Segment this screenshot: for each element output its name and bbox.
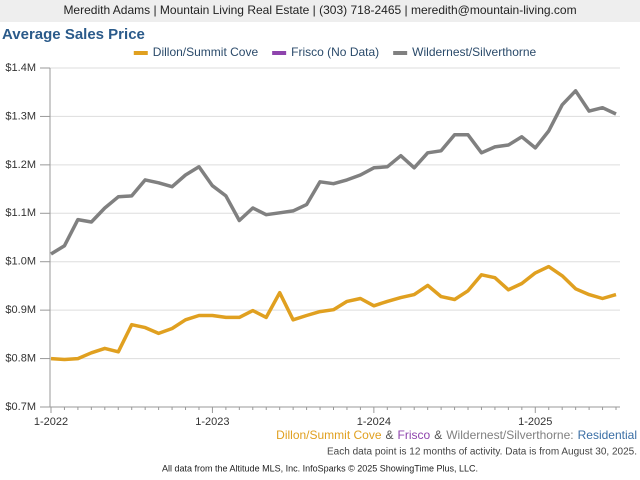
footer: All data from the Altitude MLS, Inc. Inf… (162, 463, 478, 473)
annotation-part: & (434, 428, 442, 442)
x-tick-label: 1-2024 (357, 416, 391, 428)
header-text: Meredith Adams | Mountain Living Real Es… (63, 3, 576, 17)
annotation-part: Residential (578, 428, 637, 442)
annotation-part: Wildernest/Silverthorne: (446, 428, 573, 442)
x-tick-label: 1-2022 (34, 416, 68, 428)
annotation-part: Frisco (398, 428, 431, 442)
y-tick-label: $0.8M (5, 352, 36, 364)
legend-label: Frisco (No Data) (291, 45, 379, 59)
legend-label: Dillon/Summit Cove (153, 45, 259, 59)
y-tick-label: $0.7M (5, 401, 36, 413)
y-tick-label: $1.1M (5, 207, 36, 219)
x-tick-label: 1-2025 (518, 416, 552, 428)
series-line (50, 89, 617, 256)
y-tick-label: $1.4M (5, 62, 36, 74)
legend: Dillon/Summit Cove Frisco (No Data) Wilder… (133, 45, 537, 59)
note: Each data point is 12 months of activity… (327, 447, 637, 458)
annotation-part: Dillon/Summit Cove (276, 428, 382, 442)
x-tick-label: 1-2023 (195, 416, 229, 428)
annotation-part: & (386, 428, 394, 442)
header-bar (0, 0, 640, 22)
y-tick-label: $1.0M (5, 256, 36, 268)
legend-label: Wildernest/Silverthorne (412, 45, 536, 59)
series-line (50, 264, 617, 362)
y-tick-label: $1.2M (5, 159, 36, 171)
y-tick-label: $0.9M (5, 304, 36, 316)
y-tick-label: $1.3M (5, 110, 36, 122)
chart-title: Average Sales Price (2, 26, 145, 43)
annotation: Dillon/Summit Cove & Frisco & Wildernest/Sil… (276, 428, 637, 442)
